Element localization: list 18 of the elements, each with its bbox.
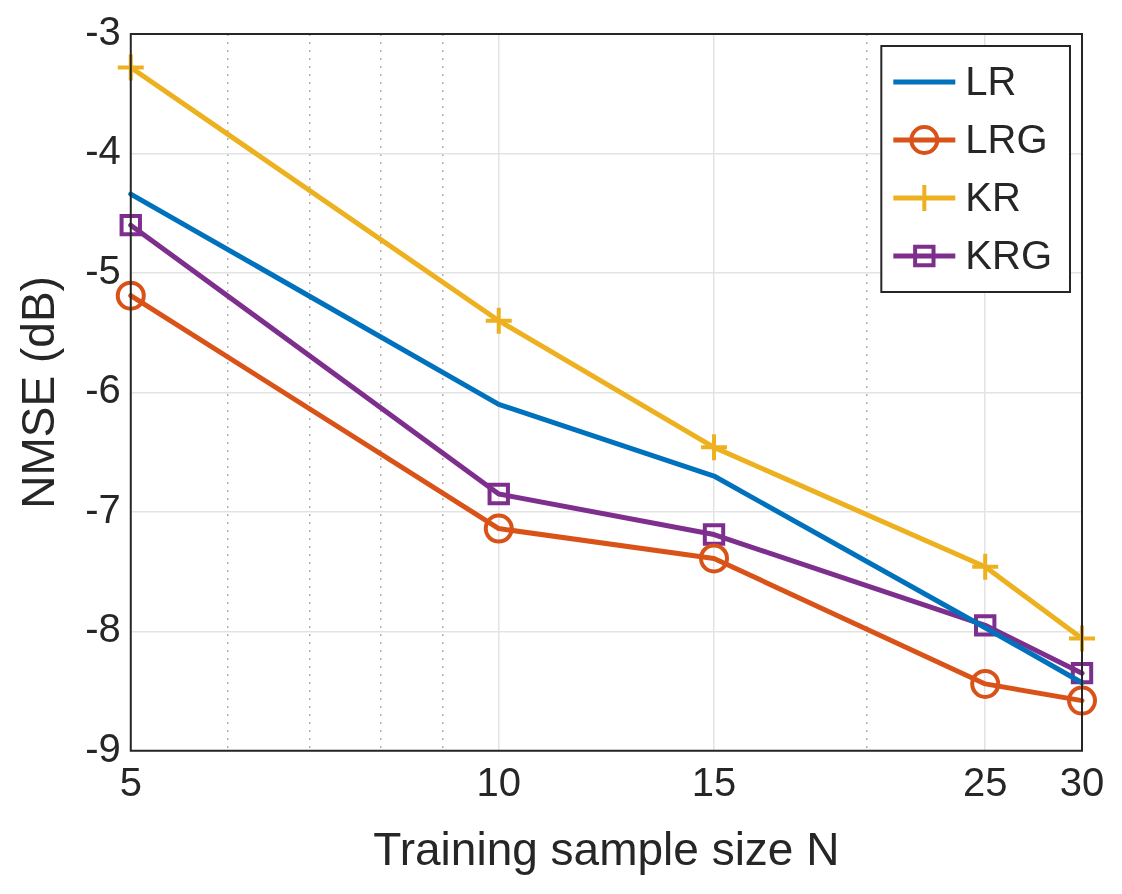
y-tick-label: -5	[85, 247, 121, 292]
x-tick-label: 30	[1059, 759, 1105, 804]
y-axis-title: NMSE (dB)	[12, 276, 65, 509]
y-tick-label: -3	[85, 9, 121, 54]
x-axis-title: Training sample size N	[373, 823, 840, 876]
legend-label: KR	[965, 175, 1021, 220]
y-tick-label: -6	[85, 367, 121, 412]
y-tick-label: -7	[85, 486, 121, 531]
legend-label: KRG	[965, 233, 1053, 278]
y-tick-label: -9	[85, 725, 121, 770]
x-tick-label: 5	[119, 759, 142, 804]
y-tick-label: -4	[85, 128, 121, 173]
legend-label: LRG	[965, 117, 1048, 162]
legend-label: LR	[965, 59, 1017, 104]
x-tick-label: 15	[691, 759, 737, 804]
x-tick-label: 25	[962, 759, 1008, 804]
y-tick-label: -8	[85, 606, 121, 651]
x-tick-label: 10	[476, 759, 521, 804]
